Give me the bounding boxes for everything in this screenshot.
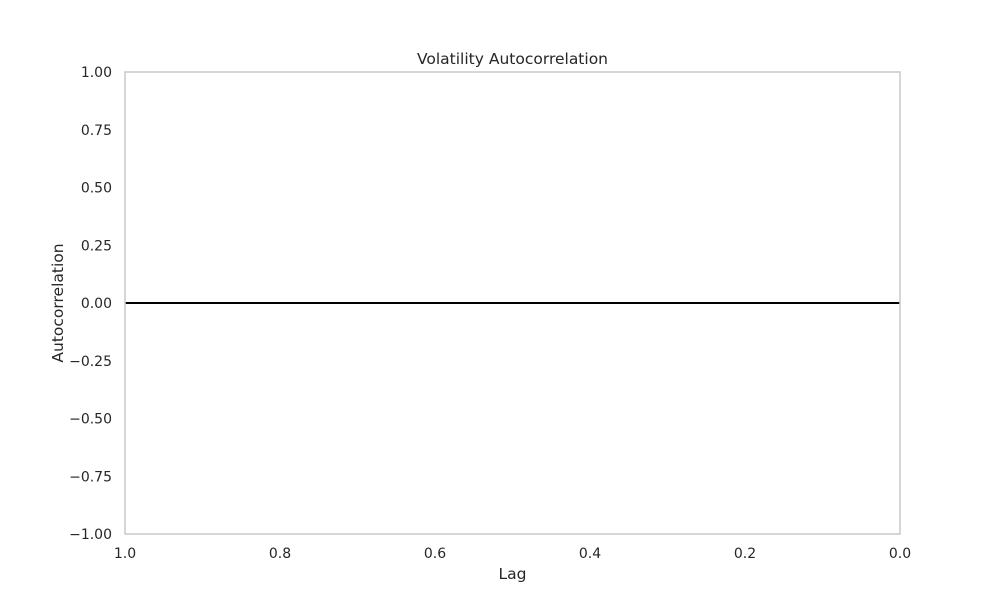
- y-tick-label: 0.00: [81, 296, 112, 312]
- y-tick-label: 0.75: [81, 123, 112, 139]
- x-tick-label: 0.4: [579, 546, 601, 562]
- y-axis-ticks: 1.00 0.75 0.50 0.25 0.00 −0.25 −0.50 −0.75 −1.00: [69, 65, 112, 543]
- y-tick-label: −0.50: [69, 412, 112, 428]
- x-tick-label: 0.6: [424, 546, 446, 562]
- y-tick-label: 0.50: [81, 181, 112, 197]
- y-tick-label: −1.00: [69, 527, 112, 543]
- y-tick-label: −0.25: [69, 354, 112, 370]
- x-tick-label: 1.0: [114, 546, 136, 562]
- x-tick-label: 0.8: [269, 546, 291, 562]
- y-tick-label: 0.25: [81, 238, 112, 254]
- x-tick-label: 0.0: [889, 546, 911, 562]
- plot-frame: [124, 71, 901, 535]
- x-tick-label: 0.2: [734, 546, 756, 562]
- y-tick-label: −0.75: [69, 469, 112, 485]
- x-axis-label: Lag: [499, 565, 527, 583]
- y-axis-label: Autocorrelation: [49, 243, 67, 362]
- chart-title: Volatility Autocorrelation: [417, 50, 608, 68]
- x-axis-ticks: 1.0 0.8 0.6 0.4 0.2 0.0: [114, 546, 911, 562]
- y-tick-label: 1.00: [81, 65, 112, 81]
